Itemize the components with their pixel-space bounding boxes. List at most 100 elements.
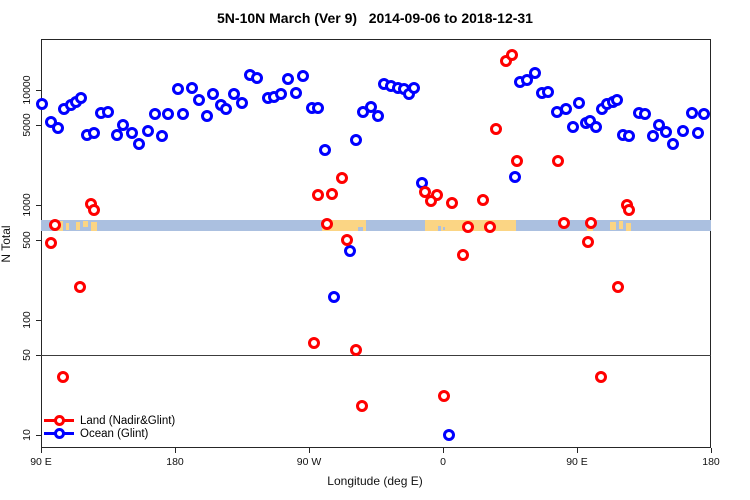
threshold-line (41, 354, 711, 356)
map-band-lake-segment (443, 226, 446, 231)
data-point-ocean (36, 97, 49, 110)
x-tick (175, 448, 176, 453)
data-point-ocean (156, 129, 169, 142)
data-point-ocean (177, 107, 190, 120)
data-point-ocean (185, 82, 198, 95)
data-point-ocean (667, 137, 680, 150)
x-tick-label: 180 (702, 456, 720, 468)
y-tick-label: 100 (21, 311, 33, 329)
land-series-symbol (44, 414, 74, 427)
data-point-land (510, 155, 523, 168)
data-point-ocean (312, 101, 325, 114)
data-point-land (88, 203, 100, 216)
data-point-land (584, 216, 597, 229)
x-tick-label: 0 (440, 456, 446, 468)
map-band-land-segment (618, 220, 624, 229)
data-point-land (326, 187, 339, 200)
data-point-land (418, 185, 431, 198)
data-point-ocean (102, 106, 114, 119)
land-series-circle-icon (54, 415, 65, 426)
data-point-ocean (88, 127, 100, 140)
data-point-ocean (646, 129, 659, 142)
x-tick (41, 448, 42, 453)
y-tick (36, 239, 41, 241)
y-tick-label: 1000 (21, 193, 33, 217)
data-point-ocean (75, 92, 88, 105)
y-tick (36, 124, 41, 126)
y-tick (36, 90, 41, 91)
data-point-ocean (171, 83, 184, 95)
legend-entry-ocean: Ocean (Glint) (44, 427, 175, 440)
data-point-ocean (162, 107, 174, 120)
map-band-land-segment (321, 220, 367, 232)
y-axis-title: N Total (0, 225, 13, 263)
y-tick (36, 435, 41, 436)
data-point-ocean (685, 107, 698, 120)
data-point-ocean (192, 93, 205, 106)
data-point-ocean (559, 102, 572, 115)
data-point-ocean (290, 87, 303, 100)
data-point-ocean (319, 144, 332, 157)
x-tick (443, 448, 444, 453)
data-point-ocean (350, 133, 363, 146)
data-point-land (356, 399, 368, 412)
data-point-land (424, 195, 437, 208)
y-tick-label: 50 (21, 348, 33, 361)
data-point-land (308, 337, 321, 350)
data-point-land (321, 217, 333, 230)
data-point-ocean (220, 102, 233, 115)
y-tick-label: 10 (21, 429, 33, 441)
data-point-ocean (282, 73, 294, 86)
data-point-land (312, 189, 325, 202)
data-point-land (445, 197, 458, 210)
x-tick-label: 90 W (296, 456, 322, 468)
data-point-ocean (622, 129, 635, 142)
data-point-land (622, 203, 635, 216)
data-point-land (57, 370, 70, 383)
data-point-land (350, 343, 363, 356)
data-point-ocean (227, 88, 240, 101)
data-point-ocean (142, 125, 155, 137)
plot-frame (41, 39, 711, 448)
data-point-ocean (343, 245, 356, 258)
ocean-series-circle-icon (54, 428, 65, 439)
data-point-land (551, 155, 564, 168)
data-point-ocean (698, 107, 710, 120)
data-point-ocean (251, 72, 264, 85)
data-point-land (462, 220, 474, 233)
data-point-land (336, 172, 349, 185)
data-point-ocean (566, 120, 579, 133)
data-point-ocean (589, 120, 602, 133)
x-tick-label: 90 E (566, 456, 588, 468)
data-point-land (484, 220, 497, 233)
x-tick-label: 180 (166, 456, 184, 468)
legend: Land (Nadir&Glint) Ocean (Glint) (44, 414, 175, 440)
data-point-ocean (51, 121, 64, 134)
data-point-ocean (110, 128, 123, 141)
data-point-ocean (660, 126, 673, 139)
map-band-ocean (41, 220, 711, 232)
data-point-ocean (677, 125, 689, 137)
data-point-ocean (236, 97, 248, 110)
data-point-ocean (297, 70, 310, 83)
y-tick (36, 320, 41, 321)
data-point-ocean (201, 110, 213, 123)
y-tick-label: 500 (21, 230, 33, 249)
data-point-land (477, 194, 490, 207)
data-point-ocean (692, 127, 705, 140)
data-point-ocean (132, 137, 145, 150)
map-band-lake-segment (437, 226, 441, 231)
data-point-ocean (372, 109, 385, 122)
x-tick-label: 90 E (30, 456, 52, 468)
x-tick (711, 448, 712, 453)
x-tick (309, 448, 310, 453)
data-point-land (611, 280, 624, 293)
data-point-ocean (275, 88, 287, 101)
data-point-ocean (407, 82, 420, 95)
y-tick (36, 354, 41, 356)
legend-label-land: Land (Nadir&Glint) (80, 414, 176, 427)
map-band-land-segment (609, 221, 616, 231)
data-point-land (438, 389, 451, 402)
data-point-land (558, 216, 571, 229)
